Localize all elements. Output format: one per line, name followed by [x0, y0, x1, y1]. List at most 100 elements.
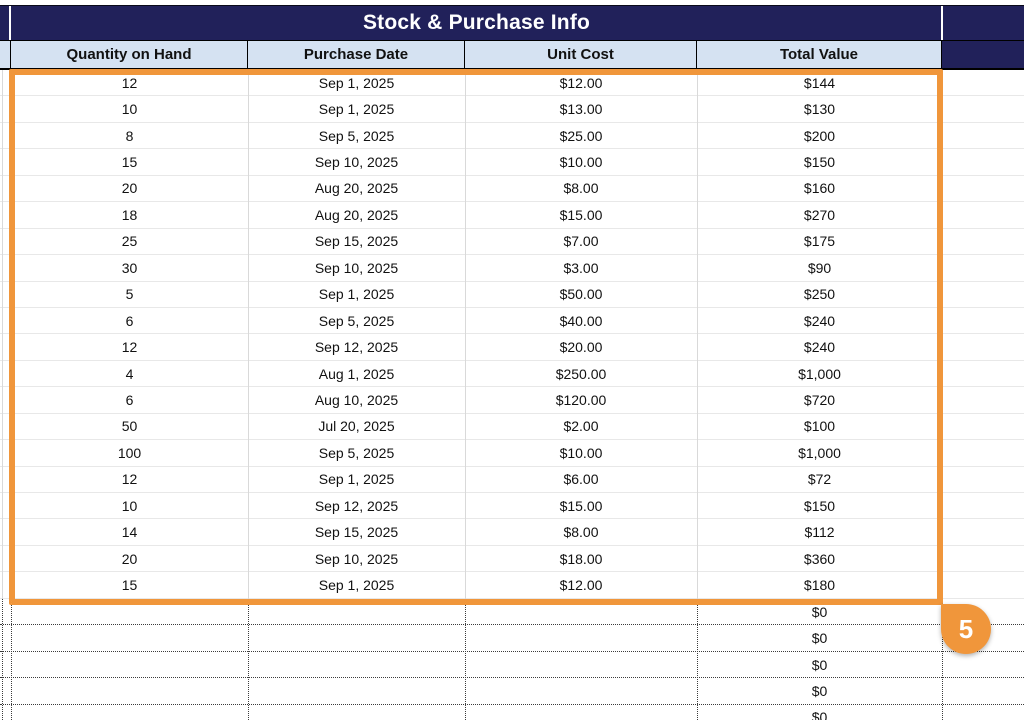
cell-right-spacer[interactable]: [942, 652, 1024, 677]
cell-right-spacer[interactable]: [942, 202, 1024, 227]
cell-quantity[interactable]: 6: [125, 391, 134, 408]
cell-total-value[interactable]: $240: [803, 312, 836, 329]
cell-right-spacer[interactable]: [942, 308, 1024, 333]
cell-right-spacer[interactable]: [942, 546, 1024, 571]
cell-right-spacer[interactable]: [942, 572, 1024, 597]
cell-total-value[interactable]: $270: [803, 206, 836, 223]
cell-total-value[interactable]: $0: [811, 683, 828, 700]
cell-quantity[interactable]: 15: [121, 577, 138, 594]
cell-quantity[interactable]: 20: [121, 550, 138, 567]
column-header-purchase-date[interactable]: Purchase Date: [248, 41, 465, 68]
cell-right-spacer[interactable]: [942, 96, 1024, 121]
cell-unit-cost[interactable]: $8.00: [563, 180, 599, 197]
cell-right-spacer[interactable]: [942, 229, 1024, 254]
cell-unit-cost[interactable]: $12.00: [559, 577, 603, 594]
cell-total-value[interactable]: $175: [803, 233, 836, 250]
cell-unit-cost[interactable]: $2.00: [563, 418, 599, 435]
cell-quantity[interactable]: 18: [121, 206, 138, 223]
cell-right-spacer[interactable]: [942, 678, 1024, 703]
cell-unit-cost[interactable]: $10.00: [559, 154, 603, 171]
cell-total-value[interactable]: $112: [804, 524, 835, 541]
cell-total-value[interactable]: $1,000: [798, 365, 841, 382]
cell-unit-cost[interactable]: $120.00: [555, 391, 607, 408]
cell-total-value[interactable]: $200: [803, 127, 836, 144]
cell-unit-cost[interactable]: [465, 652, 697, 677]
cell-quantity[interactable]: 50: [121, 418, 138, 435]
cell-quantity[interactable]: 12: [121, 74, 138, 91]
cell-right-spacer[interactable]: [942, 282, 1024, 307]
cell-unit-cost[interactable]: [465, 599, 697, 624]
cell-unit-cost[interactable]: $18.00: [559, 550, 603, 567]
cell-purchase-date[interactable]: [248, 625, 465, 650]
cell-right-spacer[interactable]: [942, 334, 1024, 359]
cell-right-spacer[interactable]: [942, 387, 1024, 412]
cell-quantity[interactable]: 20: [121, 180, 138, 197]
cell-quantity[interactable]: 8: [125, 127, 134, 144]
cell-purchase-date[interactable]: [248, 678, 465, 703]
cell-unit-cost[interactable]: [465, 678, 697, 703]
cell-purchase-date[interactable]: Sep 1, 2025: [318, 101, 395, 118]
cell-total-value[interactable]: $150: [803, 154, 836, 171]
cell-quantity[interactable]: [11, 599, 248, 624]
cell-right-spacer[interactable]: [942, 176, 1024, 201]
cell-quantity[interactable]: [11, 678, 248, 703]
cell-unit-cost[interactable]: $8.00: [563, 524, 599, 541]
cell-purchase-date[interactable]: Sep 10, 2025: [314, 550, 399, 567]
cell-right-spacer[interactable]: [942, 705, 1024, 720]
cell-right-spacer[interactable]: [942, 361, 1024, 386]
cell-unit-cost[interactable]: $50.00: [559, 286, 603, 303]
cell-unit-cost[interactable]: $250.00: [555, 365, 607, 382]
cell-quantity[interactable]: 25: [121, 233, 138, 250]
cell-total-value[interactable]: $0: [811, 709, 828, 720]
cell-unit-cost[interactable]: [465, 705, 697, 720]
cell-quantity[interactable]: 30: [121, 259, 138, 276]
cell-unit-cost[interactable]: $6.00: [563, 471, 599, 488]
cell-purchase-date[interactable]: Sep 5, 2025: [318, 312, 395, 329]
cell-quantity[interactable]: 12: [121, 339, 138, 356]
cell-right-spacer[interactable]: [942, 70, 1024, 95]
cell-purchase-date[interactable]: Aug 1, 2025: [318, 365, 395, 382]
cell-purchase-date[interactable]: [248, 705, 465, 720]
cell-right-spacer[interactable]: [942, 440, 1024, 465]
cell-total-value[interactable]: $720: [803, 391, 836, 408]
cell-unit-cost[interactable]: $25.00: [559, 127, 603, 144]
cell-purchase-date[interactable]: [248, 652, 465, 677]
cell-quantity[interactable]: 5: [125, 286, 134, 303]
cell-purchase-date[interactable]: Sep 5, 2025: [318, 444, 395, 461]
cell-purchase-date[interactable]: Sep 10, 2025: [314, 259, 399, 276]
cell-purchase-date[interactable]: Jul 20, 2025: [318, 418, 395, 435]
cell-purchase-date[interactable]: Sep 10, 2025: [314, 154, 399, 171]
cell-purchase-date[interactable]: [248, 599, 465, 624]
cell-purchase-date[interactable]: Sep 1, 2025: [318, 471, 395, 488]
cell-total-value[interactable]: $90: [807, 259, 832, 276]
cell-unit-cost[interactable]: $13.00: [559, 101, 603, 118]
cell-total-value[interactable]: $1,000: [798, 444, 841, 461]
cell-total-value[interactable]: $0: [811, 630, 828, 647]
cell-total-value[interactable]: $250: [803, 286, 836, 303]
cell-right-spacer[interactable]: [942, 414, 1024, 439]
cell-unit-cost[interactable]: $7.00: [563, 233, 599, 250]
cell-right-spacer[interactable]: [942, 467, 1024, 492]
cell-purchase-date[interactable]: Sep 1, 2025: [318, 74, 395, 91]
cell-total-value[interactable]: $180: [803, 577, 836, 594]
table-title[interactable]: Stock & Purchase Info: [362, 11, 591, 34]
cell-right-spacer[interactable]: [942, 255, 1024, 280]
cell-total-value[interactable]: $360: [803, 550, 836, 567]
cell-purchase-date[interactable]: Sep 12, 2025: [314, 339, 399, 356]
cell-total-value[interactable]: $130: [803, 101, 836, 118]
column-header-quantity[interactable]: Quantity on Hand: [11, 41, 248, 68]
cell-quantity[interactable]: 10: [121, 101, 138, 118]
cell-unit-cost[interactable]: $20.00: [559, 339, 603, 356]
cell-total-value[interactable]: $150: [803, 497, 836, 514]
cell-purchase-date[interactable]: Aug 10, 2025: [314, 391, 399, 408]
cell-quantity[interactable]: 12: [121, 471, 138, 488]
cell-purchase-date[interactable]: Sep 12, 2025: [314, 497, 399, 514]
cell-right-spacer[interactable]: [942, 149, 1024, 174]
cell-right-spacer[interactable]: [942, 123, 1024, 148]
cell-right-spacer[interactable]: [942, 493, 1024, 518]
cell-purchase-date[interactable]: Aug 20, 2025: [314, 180, 399, 197]
column-header-unit-cost[interactable]: Unit Cost: [465, 41, 697, 68]
cell-purchase-date[interactable]: Sep 5, 2025: [318, 127, 395, 144]
cell-quantity[interactable]: 10: [121, 497, 138, 514]
cell-quantity[interactable]: 6: [125, 312, 134, 329]
